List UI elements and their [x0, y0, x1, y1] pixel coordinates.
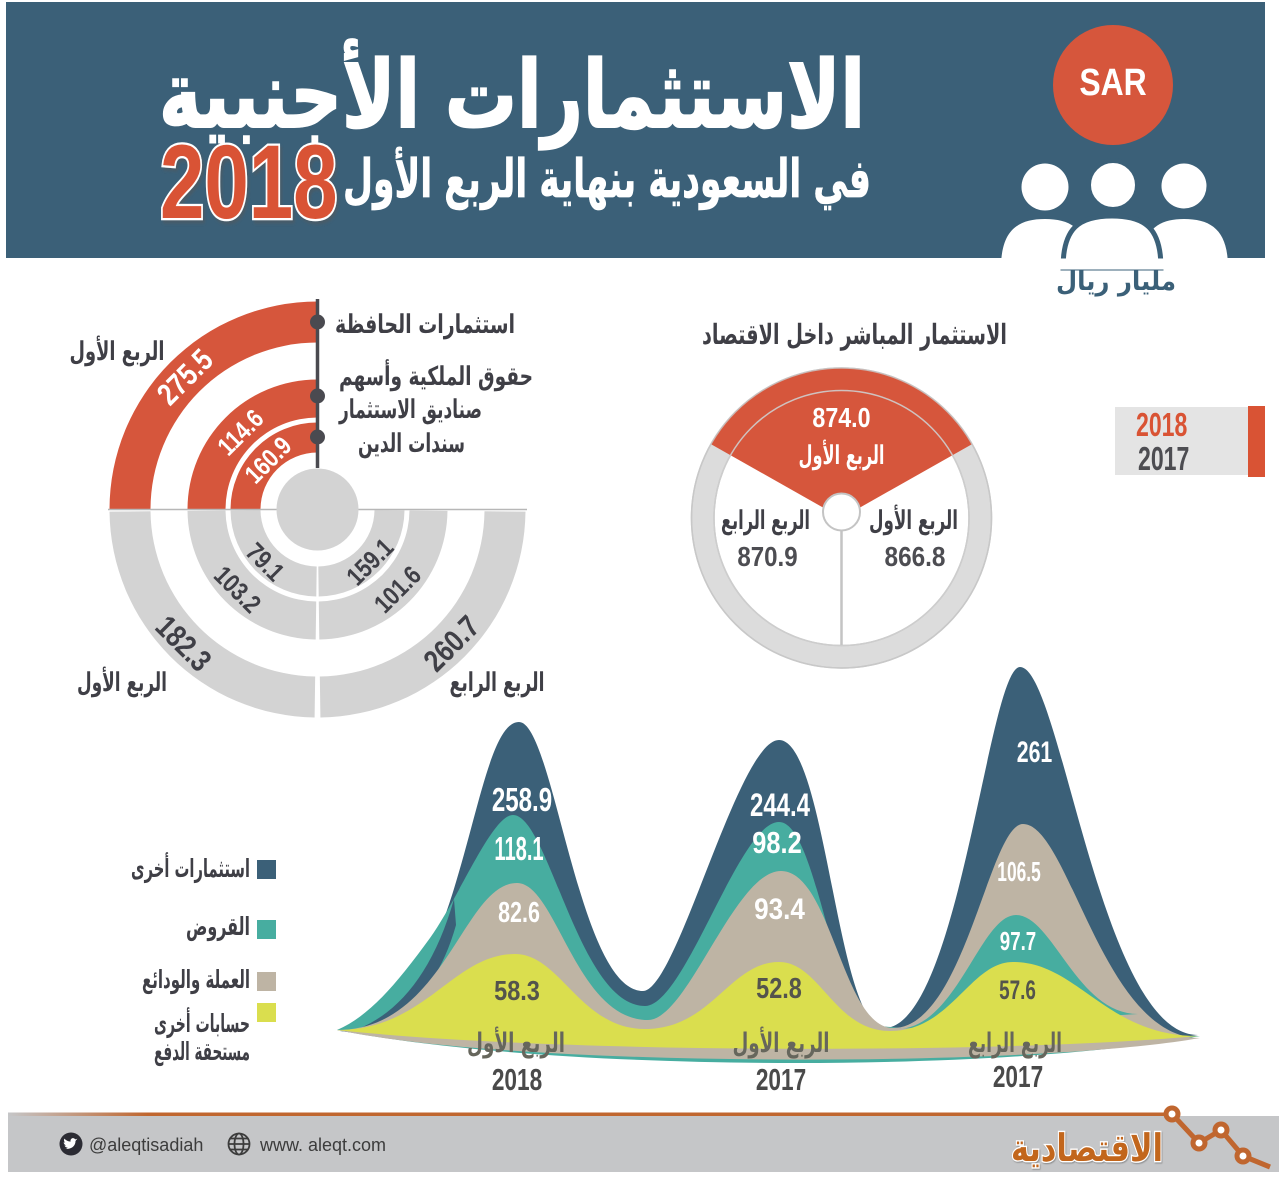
svg-text:@aleqtisadiah: @aleqtisadiah	[89, 1135, 203, 1155]
svg-text:261: 261	[1017, 734, 1053, 769]
svg-text:2017: 2017	[756, 1061, 806, 1096]
svg-text:866.8: 866.8	[885, 540, 946, 572]
svg-text:2017: 2017	[993, 1058, 1043, 1093]
svg-text:2018: 2018	[492, 1061, 542, 1096]
svg-text:258.9: 258.9	[492, 782, 552, 819]
svg-text:57.6: 57.6	[999, 975, 1036, 1005]
svg-text:52.8: 52.8	[756, 972, 802, 1005]
svg-text:58.3: 58.3	[494, 976, 540, 1006]
svg-text:www. aleqt.com: www. aleqt.com	[259, 1135, 386, 1155]
svg-text:97.7: 97.7	[1000, 926, 1036, 956]
svg-text:870.9: 870.9	[737, 540, 797, 572]
svg-text:2017: 2017	[1138, 441, 1189, 478]
svg-text:874.0: 874.0	[812, 403, 870, 433]
svg-text:98.2: 98.2	[752, 826, 801, 861]
svg-text:82.6: 82.6	[498, 897, 540, 929]
svg-text:118.1: 118.1	[494, 830, 543, 867]
svg-text:2018: 2018	[1136, 407, 1187, 444]
svg-text:2018: 2018	[160, 123, 338, 240]
svg-text:106.5: 106.5	[997, 856, 1040, 887]
svg-text:244.4: 244.4	[750, 787, 810, 823]
svg-text:93.4: 93.4	[754, 892, 805, 925]
svg-text:SAR: SAR	[1079, 61, 1146, 103]
